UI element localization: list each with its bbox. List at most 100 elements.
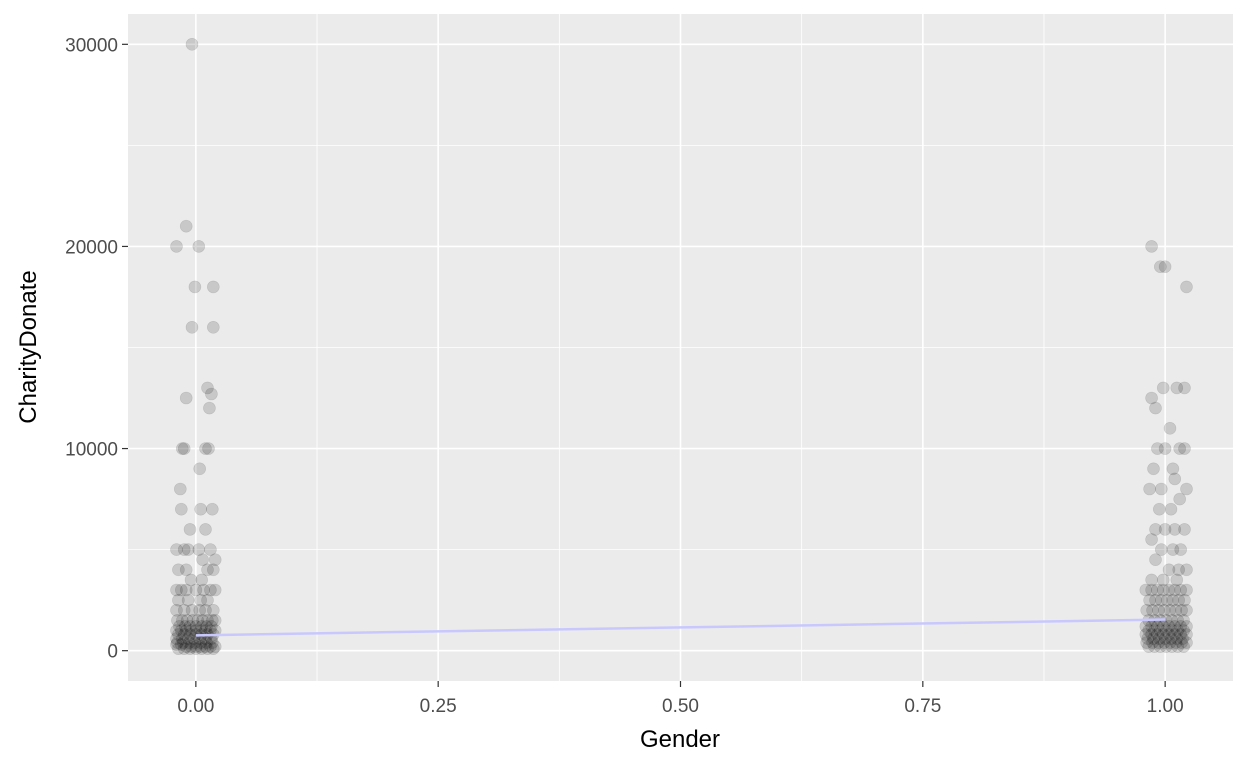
data-point (195, 573, 208, 587)
data-point (1162, 583, 1176, 597)
y-axis: 0 10000 20000 30000 (65, 35, 128, 663)
y-tick-label: 0 (107, 642, 118, 663)
data-point (204, 624, 217, 637)
data-point (172, 563, 185, 577)
data-point (1163, 603, 1177, 617)
data-point (1173, 492, 1186, 506)
data-point (1178, 593, 1191, 607)
data-point (182, 636, 196, 649)
data-point (196, 614, 209, 627)
data-point (177, 642, 191, 656)
major-gridlines (128, 14, 1233, 681)
data-point (183, 523, 197, 536)
data-point (1175, 636, 1188, 649)
data-point (1177, 614, 1190, 627)
x-tick-label: 1.00 (1147, 696, 1184, 717)
data-point (1146, 636, 1159, 649)
data-point (1158, 442, 1172, 455)
data-point (1169, 603, 1183, 617)
data-point (1180, 636, 1193, 649)
data-point (1155, 482, 1168, 496)
data-point (176, 632, 189, 645)
x-tick-label: 0.50 (662, 696, 699, 717)
data-point (1157, 603, 1171, 617)
data-point (176, 614, 189, 627)
data-point (1163, 636, 1177, 649)
data-point (177, 543, 191, 556)
x-tick-label: 0.75 (904, 696, 941, 717)
data-point (172, 628, 185, 641)
data-point (189, 583, 203, 597)
data-point (194, 502, 207, 516)
data-point (1174, 543, 1187, 556)
data-point (1152, 603, 1165, 617)
data-point (192, 543, 206, 556)
data-point (199, 442, 212, 455)
data-point (1170, 573, 1184, 587)
data-point (1162, 620, 1176, 633)
data-point (1149, 593, 1162, 607)
data-point (176, 442, 189, 455)
data-point (204, 543, 217, 556)
data-point (1145, 391, 1158, 405)
data-point (175, 624, 188, 637)
data-point (1170, 632, 1184, 645)
data-point (205, 620, 218, 633)
regression-line (195, 618, 1166, 637)
data-point (188, 636, 202, 649)
data-point (179, 391, 193, 405)
data-point (1149, 553, 1162, 567)
data-point (1145, 573, 1158, 587)
data-point (201, 593, 214, 607)
data-point (1139, 583, 1153, 597)
data-point (1143, 482, 1156, 496)
data-point (1180, 628, 1193, 641)
data-point (189, 642, 203, 656)
data-point (199, 523, 212, 536)
data-point (1177, 624, 1190, 637)
x-tick-label: 0.25 (420, 696, 457, 717)
data-point (170, 638, 183, 651)
data-point (181, 543, 195, 556)
data-point (180, 614, 194, 627)
data-point (204, 583, 217, 597)
data-point (195, 642, 208, 656)
data-point (194, 593, 207, 607)
data-point (1160, 593, 1174, 607)
data-point (1155, 593, 1168, 607)
data-point (170, 240, 183, 253)
data-point (1171, 624, 1184, 637)
data-point (205, 387, 218, 401)
data-point (201, 642, 214, 656)
data-point (170, 603, 183, 617)
data-point (173, 620, 186, 633)
data-point (1178, 381, 1191, 395)
data-point (170, 624, 183, 637)
data-point (179, 563, 193, 577)
data-point (1139, 628, 1153, 641)
data-point (1145, 628, 1158, 641)
data-point (194, 624, 207, 637)
data-point (177, 603, 191, 617)
data-point (1172, 563, 1185, 577)
data-point (1151, 583, 1164, 597)
data-point (1156, 381, 1170, 395)
data-point (208, 614, 222, 627)
data-point (1159, 640, 1173, 653)
data-point (1168, 583, 1182, 597)
data-point (1174, 583, 1187, 597)
data-point (1168, 628, 1182, 641)
data-point (1173, 442, 1186, 455)
data-point (1180, 620, 1193, 633)
data-point (171, 614, 184, 627)
data-point (177, 442, 191, 455)
data-point (1147, 462, 1160, 476)
data-point (199, 603, 212, 617)
data-point (1180, 482, 1193, 496)
data-point (174, 482, 187, 496)
data-point (185, 320, 199, 334)
data-point (1153, 632, 1166, 645)
data-point (1171, 614, 1184, 627)
data-point (188, 280, 202, 294)
data-point (1158, 632, 1172, 645)
